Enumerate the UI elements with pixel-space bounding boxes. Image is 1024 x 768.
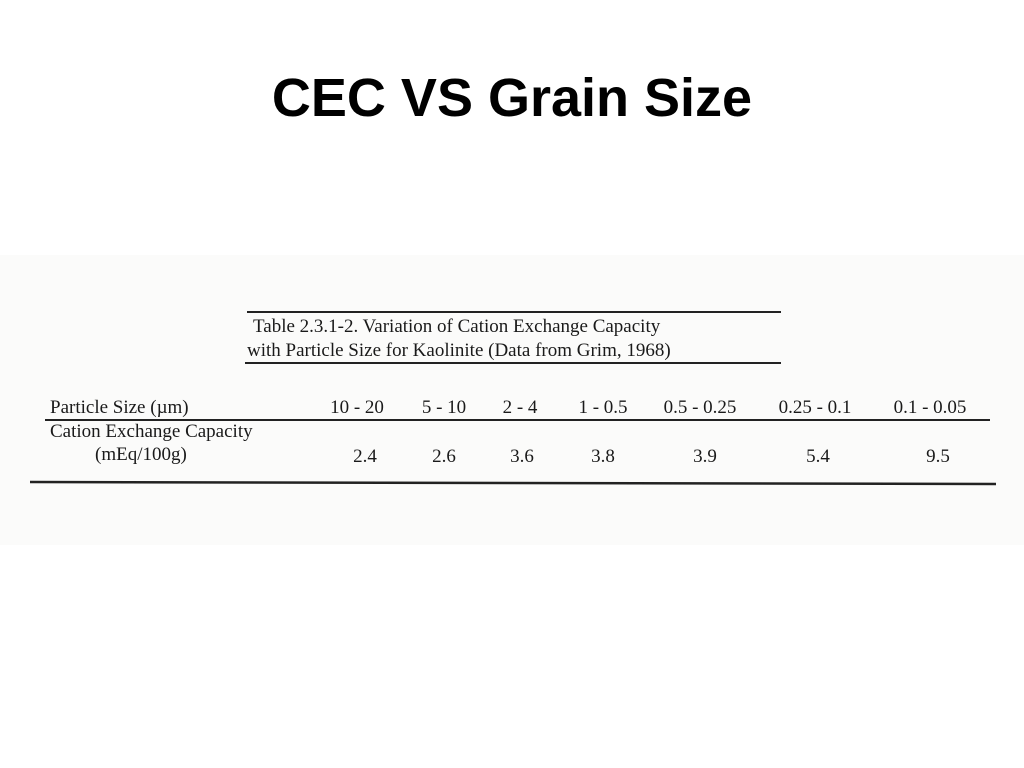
column-header: 0.5 - 0.25 <box>664 397 737 418</box>
caption-line: Table 2.3.1-2. Variation of Cation Excha… <box>253 316 661 337</box>
column-header: 2 - 4 <box>503 397 538 418</box>
caption-line: with Particle Size for Kaolinite (Data f… <box>247 340 671 361</box>
column-header: 1 - 0.5 <box>578 397 627 418</box>
scan-area <box>0 255 1024 545</box>
row-label: (mEq/100g) <box>95 444 187 465</box>
slide-title: CEC VS Grain Size <box>272 68 752 128</box>
row-label: Cation Exchange Capacity <box>50 421 253 442</box>
cell: 3.6 <box>510 446 534 467</box>
cell: 9.5 <box>926 446 950 467</box>
column-header: 10 - 20 <box>330 397 384 418</box>
cell: 3.9 <box>693 446 717 467</box>
rule <box>29 480 997 486</box>
cell: 2.4 <box>353 446 377 467</box>
column-header: 5 - 10 <box>422 397 466 418</box>
column-header: 0.25 - 0.1 <box>779 397 852 418</box>
cell: 2.6 <box>432 446 456 467</box>
cell: 3.8 <box>591 446 615 467</box>
cell: 5.4 <box>806 446 830 467</box>
row-label: Particle Size (µm) <box>50 397 189 418</box>
column-header: 0.1 - 0.05 <box>894 397 967 418</box>
